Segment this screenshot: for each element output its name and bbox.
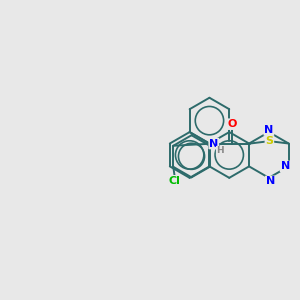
- Text: N: N: [280, 161, 290, 171]
- Text: Cl: Cl: [169, 176, 181, 186]
- Text: S: S: [266, 136, 273, 146]
- Text: N: N: [264, 125, 274, 135]
- Text: N: N: [209, 139, 218, 148]
- Text: O: O: [228, 119, 237, 129]
- Text: N: N: [266, 176, 275, 186]
- Text: H: H: [217, 146, 224, 155]
